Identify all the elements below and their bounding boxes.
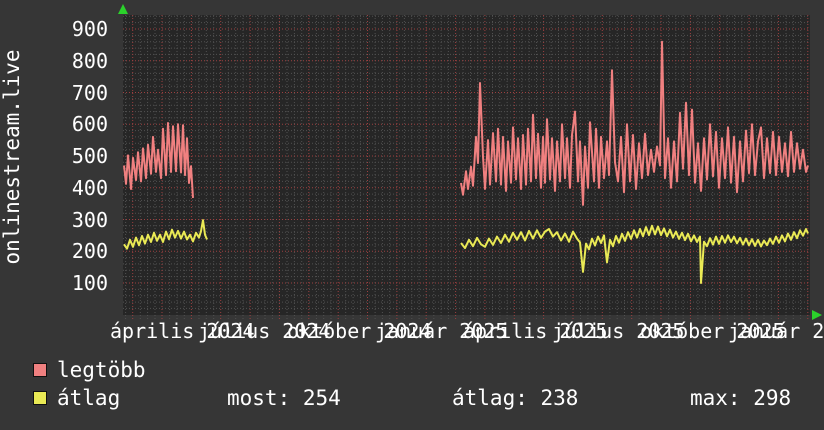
y-axis-label: 600 [71, 112, 108, 136]
x-axis-label: október 2024 [287, 319, 432, 343]
grid-major [123, 15, 809, 321]
series-line-atlag [460, 224, 809, 284]
series-line-legtobb [460, 40, 809, 206]
stat-atlag: átlag: 238 [452, 386, 579, 410]
x-axis-label: július 2025 [552, 319, 685, 343]
legend-swatch-atlag [33, 391, 47, 405]
series-line-atlag [123, 219, 208, 250]
x-axis-label: április 2024 [110, 319, 255, 343]
legend-label-legtobb: legtöbb [57, 358, 146, 382]
x-axis-label: január 2025 [375, 319, 508, 343]
y-axis-arrow-icon [118, 4, 128, 14]
legend-label-atlag: átlag [57, 386, 121, 410]
legend-swatch-legtobb [33, 363, 47, 377]
stat-max: max: 298 [690, 386, 792, 410]
y-axis-label: 300 [71, 208, 108, 232]
y-axis-label: 900 [71, 17, 108, 41]
y-axis-label: 200 [71, 239, 108, 263]
x-axis-label: április 2025 [463, 319, 608, 343]
y-axis-label: 800 [71, 49, 108, 73]
stat-most: most: 254 [227, 386, 341, 410]
x-axis-arrow-icon [812, 310, 822, 320]
y-axis-label: 500 [71, 144, 108, 168]
x-axis-label: január 2026 [728, 319, 824, 343]
y-axis-label: 100 [71, 271, 108, 295]
series-line-legtobb [123, 122, 194, 198]
y-axis-label: 700 [71, 81, 108, 105]
x-axis-label: július 2024 [198, 319, 331, 343]
x-axis-label: október 2025 [640, 319, 785, 343]
y-axis-label: 400 [71, 176, 108, 200]
